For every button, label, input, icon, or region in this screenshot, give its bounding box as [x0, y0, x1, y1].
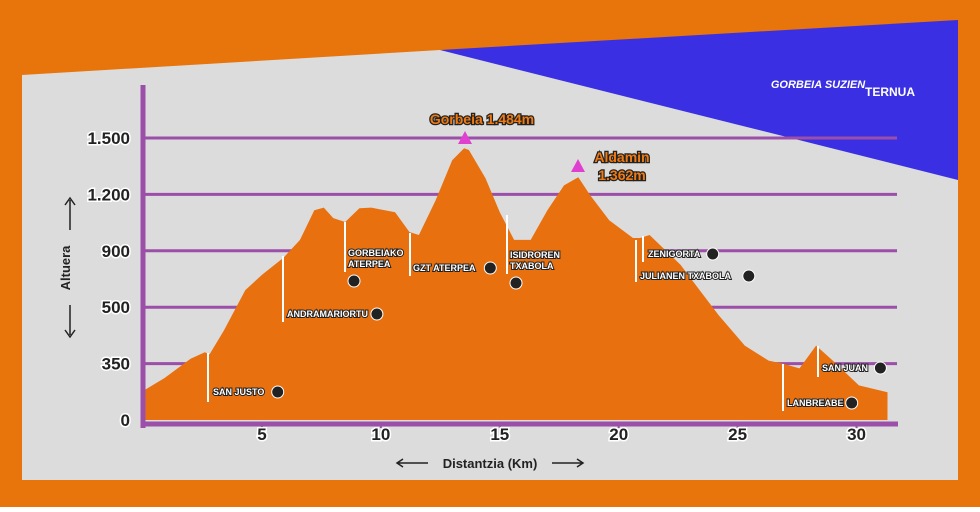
icon	[706, 247, 720, 261]
icon	[742, 269, 756, 283]
station-label: ATERPEA	[348, 259, 391, 269]
station-label: GORBEIAKO	[348, 248, 404, 258]
peak-label: Aldamin	[594, 149, 649, 165]
station-label: GZT ATERPEA	[413, 263, 476, 273]
peak-label: 1.362m	[598, 167, 645, 183]
y-tick-label: 500	[102, 298, 130, 317]
icon	[271, 385, 285, 399]
logo: GORBEIA SUZIEN	[771, 79, 866, 91]
station-label: SAN JUAN	[822, 363, 868, 373]
peak-label: Gorbeia 1.484m	[430, 111, 534, 127]
x-axis-label: Distantzia (Km)	[443, 456, 538, 471]
station-label: ANDRAMARIORTU	[287, 309, 368, 319]
station-label: SAN JUSTO	[213, 387, 264, 397]
icon	[370, 307, 384, 321]
x-tick-label: 30	[847, 425, 866, 444]
y-tick-label: 900	[102, 242, 130, 261]
station-label: ISIDROREN	[510, 250, 560, 260]
icon	[845, 396, 859, 410]
y-tick-label: 0	[121, 411, 130, 430]
x-tick-label: 25	[728, 425, 747, 444]
icon	[873, 361, 887, 375]
x-tick-label: 5	[257, 425, 266, 444]
icon	[509, 276, 523, 290]
y-tick-label: 1.200	[87, 185, 130, 204]
icon	[347, 274, 361, 288]
station-label: TXABOLA	[510, 261, 554, 271]
icon	[483, 261, 497, 275]
x-tick-label: 10	[371, 425, 390, 444]
logo: TERNUA	[865, 85, 915, 99]
peak-marker	[458, 131, 472, 144]
x-tick-label: 20	[609, 425, 628, 444]
arrow	[395, 458, 585, 468]
arrow	[64, 196, 76, 339]
station-label: LANBREABE	[787, 398, 844, 408]
corner	[440, 20, 958, 180]
y-axis-label: Altuera	[58, 245, 73, 291]
y-tick-label: 1.500	[87, 129, 130, 148]
y-tick-label: 350	[102, 355, 130, 374]
peak-marker	[571, 159, 585, 172]
station-label: ZENIGORTA	[648, 249, 701, 259]
x-tick-label: 15	[490, 425, 509, 444]
station-label: JULIANEN TXABOLA	[640, 271, 732, 281]
